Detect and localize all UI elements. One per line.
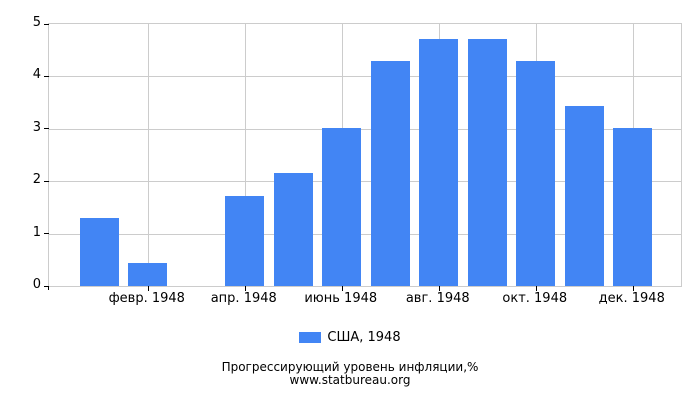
x-tick bbox=[147, 286, 149, 291]
legend: США, 1948 bbox=[0, 330, 700, 345]
gridline-vertical bbox=[147, 24, 149, 286]
gridline-vertical bbox=[244, 24, 246, 286]
x-tick-label: окт. 1948 bbox=[502, 291, 568, 306]
x-tick-label: апр. 1948 bbox=[210, 291, 277, 306]
y-tick bbox=[44, 75, 49, 77]
y-tick-label: 4 bbox=[32, 67, 41, 83]
x-tick-label: февр. 1948 bbox=[108, 291, 185, 306]
y-tick bbox=[44, 285, 49, 287]
y-tick-label: 5 bbox=[32, 15, 41, 30]
source-url: www.statbureau.org bbox=[289, 373, 411, 387]
x-tick bbox=[535, 286, 537, 291]
y-tick bbox=[44, 233, 49, 235]
gridline-horizontal bbox=[49, 181, 681, 183]
chart-title: Прогрессирующий уровень инфляции,% bbox=[221, 360, 479, 374]
legend-swatch bbox=[299, 332, 322, 343]
bar bbox=[128, 263, 168, 286]
gridline-horizontal bbox=[49, 76, 681, 78]
bar bbox=[516, 60, 556, 286]
x-tick-label: июнь 1948 bbox=[304, 291, 378, 306]
x-axis: февр. 1948 апр. 1948 июнь 1948 авг. 1948 окт… bbox=[48, 292, 680, 308]
y-tick bbox=[44, 23, 49, 25]
chart-caption: Прогрессирующий уровень инфляции,% www.s… bbox=[0, 361, 700, 387]
bar bbox=[564, 105, 604, 286]
bar bbox=[225, 195, 265, 286]
x-tick bbox=[244, 286, 246, 291]
bar bbox=[273, 173, 313, 286]
x-tick-label: авг. 1948 bbox=[405, 291, 470, 306]
legend-label: США, 1948 bbox=[327, 330, 401, 345]
y-tick-label: 3 bbox=[32, 119, 41, 135]
axis-corner-tick bbox=[48, 286, 49, 290]
x-tick bbox=[632, 286, 634, 291]
bar bbox=[467, 39, 507, 286]
bar bbox=[370, 60, 410, 286]
bar bbox=[419, 39, 459, 286]
y-axis: 0 1 2 3 4 5 bbox=[0, 15, 41, 292]
y-tick-label: 2 bbox=[32, 172, 41, 188]
y-tick bbox=[44, 180, 49, 182]
x-tick bbox=[438, 286, 440, 291]
x-tick-label: дек. 1948 bbox=[598, 291, 665, 306]
gridline-horizontal bbox=[49, 233, 681, 235]
y-tick bbox=[44, 128, 49, 130]
plot-area bbox=[44, 23, 682, 291]
bar bbox=[79, 217, 119, 286]
gridline-horizontal bbox=[49, 128, 681, 130]
y-tick-label: 1 bbox=[32, 224, 41, 240]
x-tick bbox=[341, 286, 343, 291]
bar bbox=[613, 128, 653, 286]
bar bbox=[322, 128, 362, 286]
y-tick-label: 0 bbox=[32, 277, 41, 292]
